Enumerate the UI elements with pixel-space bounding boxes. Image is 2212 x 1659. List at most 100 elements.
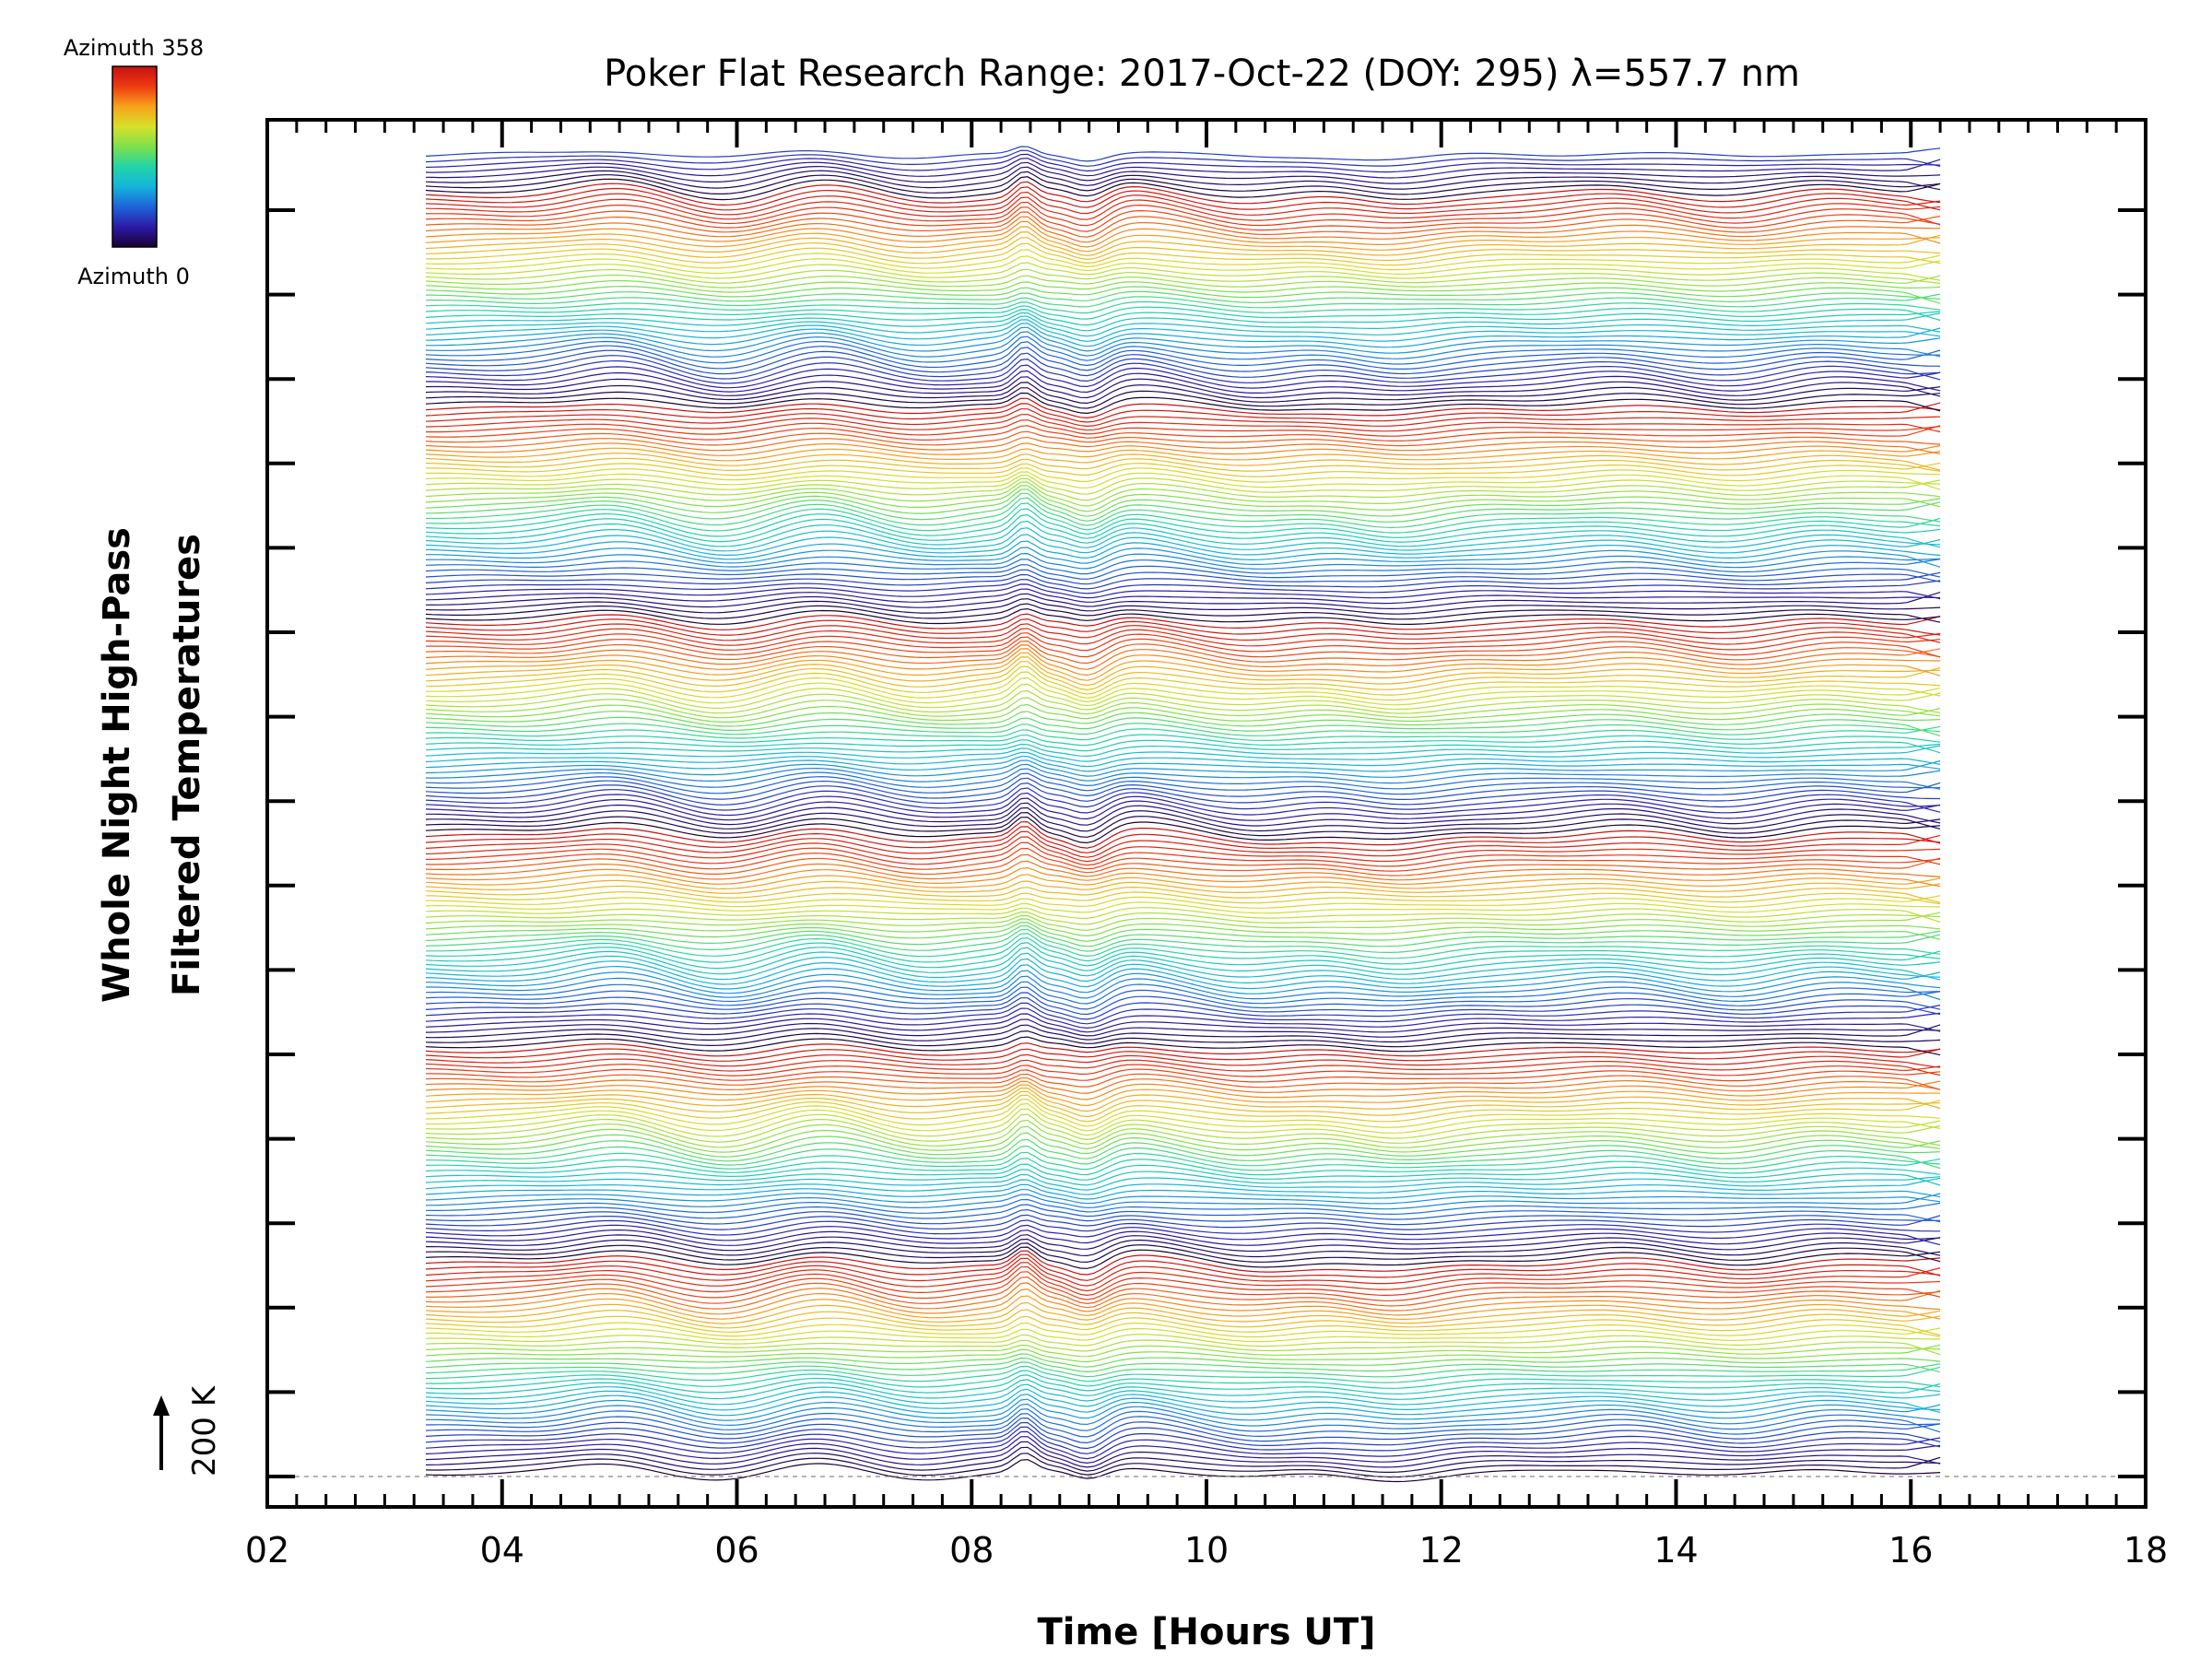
temperature-trace — [425, 447, 1941, 462]
temperature-trace — [425, 1119, 1941, 1148]
temperature-trace — [425, 1374, 1941, 1395]
temperature-trace — [425, 1295, 1941, 1321]
temperature-trace — [426, 802, 1941, 827]
temperature-trace — [425, 408, 1941, 428]
temperature-trace — [425, 508, 1941, 538]
temperature-trace — [425, 1250, 1941, 1276]
temperature-trace — [425, 1036, 1941, 1056]
temperature-trace — [425, 628, 1941, 647]
temperature-trace — [425, 1080, 1941, 1100]
temperature-trace — [425, 1242, 1941, 1264]
temperature-trace — [425, 992, 1941, 1016]
temperature-trace — [425, 171, 1941, 195]
temperature-trace — [425, 1339, 1941, 1356]
temperature-trace — [425, 323, 1941, 348]
temperature-trace — [425, 176, 1941, 201]
temperature-trace — [425, 895, 1941, 909]
temperature-trace — [425, 613, 1941, 630]
x-axis-tick-labels: 02 04 06 08 10 12 14 16 18 — [245, 1530, 2168, 1571]
temperature-trace — [425, 640, 1941, 665]
temperature-trace — [425, 1453, 1941, 1478]
temperature-trace — [425, 1224, 1941, 1246]
temperature-trace — [425, 1077, 1941, 1094]
x-axis-ticks — [265, 120, 2147, 1507]
temperature-trace — [425, 1214, 1941, 1230]
x-axis-label: Time [Hours UT] — [1038, 1611, 1376, 1653]
temperature-trace — [425, 453, 1941, 471]
temperature-trace — [425, 331, 1941, 359]
temperature-trace — [425, 912, 1941, 931]
x-tick-label: 18 — [2124, 1530, 2168, 1571]
temperature-trace — [425, 161, 1941, 184]
temperature-trace — [425, 683, 1941, 711]
temperature-trace — [425, 711, 1941, 727]
temperature-trace — [425, 1030, 1941, 1048]
temperature-trace — [425, 607, 1941, 625]
temperature-trace — [425, 841, 1941, 867]
temperature-trace — [425, 158, 1941, 179]
x-tick-label: 04 — [480, 1530, 524, 1571]
y-axis-label-line1: Whole Night High-Pass — [96, 527, 138, 1003]
temperature-trace — [426, 326, 1941, 354]
temperature-trace — [425, 697, 1941, 719]
temperature-scale-indicator: 200 K — [153, 1384, 223, 1477]
temperature-trace — [425, 821, 1941, 849]
temperature-trace — [425, 763, 1941, 784]
temperature-trace — [425, 226, 1941, 253]
temperature-trace — [425, 986, 1941, 1010]
temperature-trace — [426, 723, 1941, 736]
temperature-trace — [426, 1151, 1941, 1171]
temperature-trace — [425, 1271, 1941, 1301]
temperature-trace — [425, 1193, 1941, 1210]
colorbar-top-label: Azimuth 358 — [64, 35, 204, 61]
temperature-trace — [425, 502, 1941, 534]
temperature-trace — [425, 1246, 1941, 1269]
temperature-trace — [425, 1145, 1941, 1170]
temperature-trace — [425, 970, 1941, 994]
temperature-trace — [425, 319, 1941, 342]
temperature-trace — [425, 305, 1941, 322]
temperature-trace — [425, 309, 1941, 326]
temperature-trace — [425, 583, 1941, 600]
temperature-trace — [425, 1204, 1941, 1223]
temperature-trace — [425, 1002, 1941, 1025]
temperature-trace — [425, 1088, 1941, 1112]
temperature-trace — [425, 918, 1941, 937]
temperature-trace — [425, 467, 1941, 483]
temperature-trace — [425, 952, 1941, 981]
temperature-trace — [425, 442, 1941, 456]
temperature-trace — [425, 1177, 1941, 1195]
temperature-trace — [425, 1383, 1941, 1406]
temperature-trace — [425, 964, 1941, 990]
temperature-trace — [425, 1262, 1941, 1292]
temperature-trace — [425, 1417, 1941, 1444]
x-tick-label: 12 — [1419, 1530, 1464, 1571]
temperature-trace — [425, 1169, 1941, 1186]
temperature-trace — [425, 806, 1941, 832]
temperature-trace — [425, 413, 1941, 433]
x-tick-label: 06 — [714, 1530, 759, 1571]
temperature-trace — [425, 397, 1941, 419]
temperature-trace — [425, 1394, 1941, 1417]
x-tick-label: 08 — [949, 1530, 994, 1571]
temperature-trace — [425, 1436, 1941, 1465]
temperature-trace — [425, 475, 1941, 495]
temperature-trace — [426, 1408, 1941, 1433]
temperature-trace — [425, 1257, 1941, 1287]
temperature-trace — [425, 249, 1941, 271]
temperature-trace — [425, 153, 1941, 173]
temperature-trace — [425, 644, 1941, 670]
temperature-trace — [425, 262, 1941, 281]
temperature-trace — [426, 370, 1941, 394]
temperature-trace — [425, 836, 1941, 863]
temperature-trace — [425, 1018, 1941, 1038]
temperature-trace — [425, 751, 1941, 768]
temperature-trace — [425, 1113, 1941, 1144]
temperature-trace — [425, 1234, 1941, 1253]
temperature-trace — [425, 874, 1941, 890]
temperature-trace — [426, 1327, 1941, 1343]
temperature-trace — [425, 826, 1941, 853]
temperature-trace — [425, 1073, 1941, 1090]
temperature-trace — [425, 734, 1941, 747]
temperature-trace — [425, 1007, 1941, 1030]
